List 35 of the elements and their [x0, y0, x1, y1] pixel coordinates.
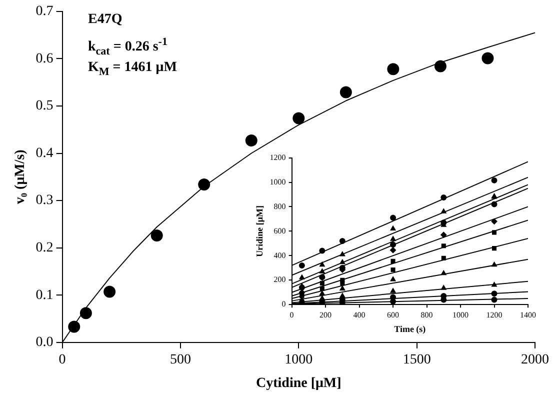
y-tick-label: 0.5 [36, 98, 54, 114]
y-tick-label: 0.3 [36, 193, 54, 208]
annotation: k$_{cat}$ = 0.26 s$^{-1}$ [88, 36, 168, 58]
y-tick-label: 0.2 [36, 240, 54, 256]
y-axis-title: Uridine [μM] [254, 206, 265, 257]
y-tick-label: 0.0 [36, 335, 54, 350]
y-tick-label: 0.1 [36, 288, 54, 303]
x-tick-label: 800 [420, 310, 433, 320]
annotation: K$_{M}$ = 1461 μM [88, 60, 177, 78]
x-tick-label: 1500 [402, 352, 431, 368]
y-tick-label: 0.4 [36, 146, 54, 161]
y-tick-label: 0 [282, 300, 286, 309]
y-tick-label: 800 [274, 202, 286, 211]
y-tick-label: 400 [274, 250, 286, 260]
y-tick-label: 1200 [270, 152, 286, 162]
y-tick-label: 600 [274, 226, 286, 236]
x-tick-label: 1000 [284, 352, 313, 368]
y-axis-title: v₀ (μM/s) [13, 149, 28, 204]
y-tick-label: 0.6 [36, 51, 54, 66]
y-tick-label: 0.7 [36, 4, 54, 20]
annotation: E47Q [88, 12, 122, 28]
x-tick-label: 1200 [486, 310, 502, 320]
x-tick-label: 1400 [520, 310, 536, 320]
y-tick-label: 1000 [270, 177, 286, 186]
x-tick-label: 400 [353, 310, 366, 320]
x-tick-label: 0 [58, 352, 66, 368]
x-tick-label: 1000 [452, 310, 469, 320]
x-tick-label: 200 [320, 310, 332, 320]
x-axis-title: Time (s) [394, 324, 426, 334]
y-tick-label: 200 [274, 275, 286, 284]
x-tick-label: 2000 [521, 352, 549, 368]
x-axis-title: Cytidine [μM] [256, 376, 342, 392]
x-tick-label: 0 [290, 310, 294, 320]
x-tick-label: 600 [387, 310, 400, 320]
x-tick-label: 500 [170, 352, 191, 368]
